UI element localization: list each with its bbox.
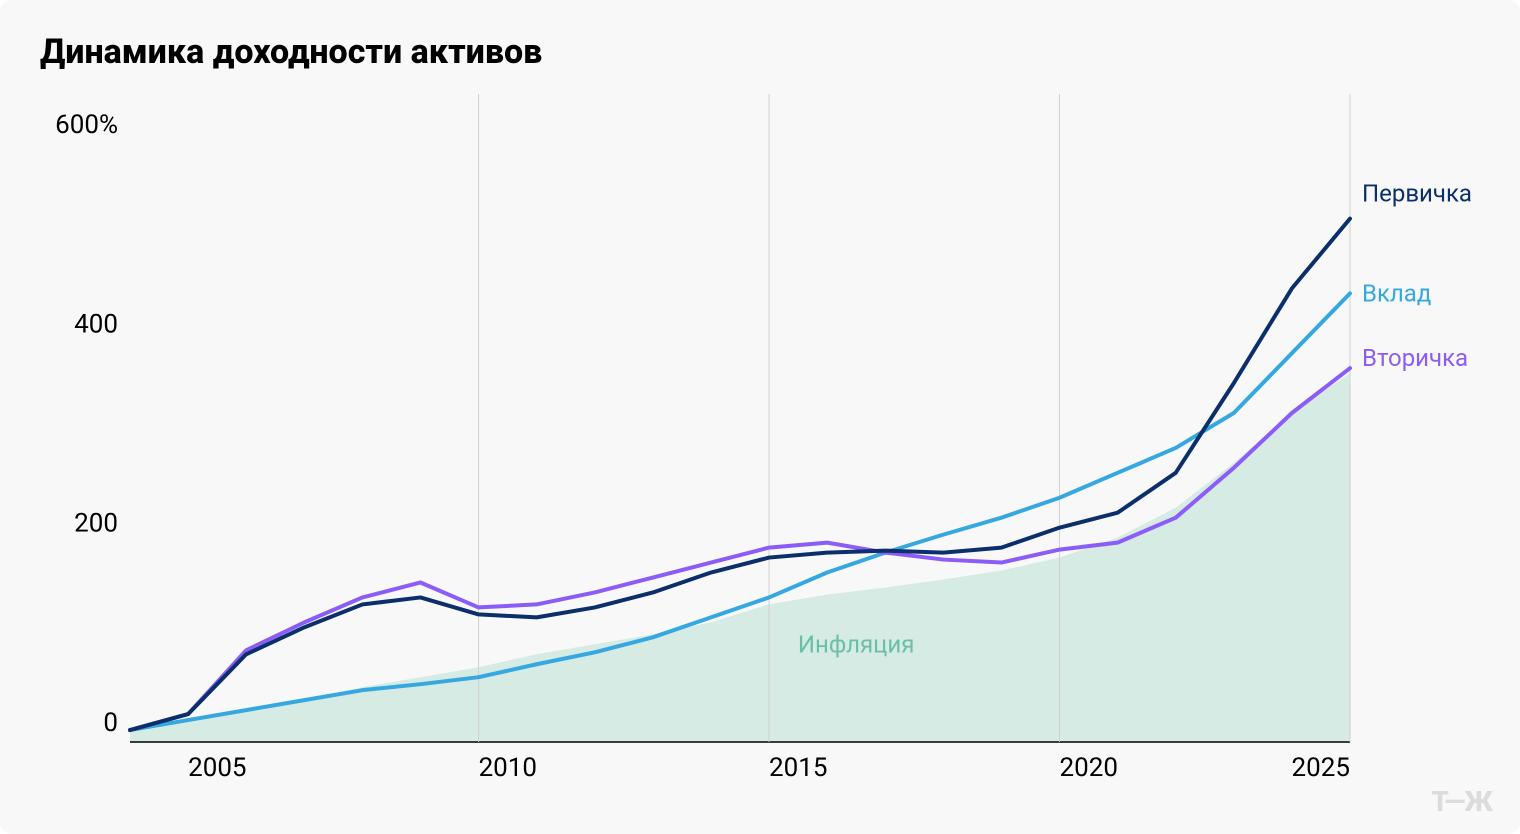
area-inflation <box>130 373 1350 742</box>
x-tick-label: 2020 <box>1060 753 1118 783</box>
area-label-inflation: Инфляция <box>798 630 915 658</box>
chart-title: Динамика доходности активов <box>40 32 1480 72</box>
x-tick-label: 2015 <box>769 753 827 783</box>
plot-area: 0 200 400 600% 2005 2010 2015 2020 2025 Вклад Втор… <box>40 80 1480 792</box>
x-tick-label: 2005 <box>188 753 246 783</box>
series-label-Вклад: Вклад <box>1362 279 1431 307</box>
series-label-Вторичка: Вторичка <box>1362 344 1468 372</box>
y-tick-label: 400 <box>74 309 118 339</box>
plot-svg: 0 200 400 600% 2005 2010 2015 2020 2025 Вклад Втор… <box>40 80 1480 792</box>
x-tick-label: 2010 <box>479 753 537 783</box>
y-tick-label: 0 <box>103 708 118 738</box>
series-label-Первичка: Первичка <box>1362 180 1472 208</box>
y-tick-label: 600% <box>55 110 118 140</box>
y-tick-label: 200 <box>74 509 118 539</box>
chart-container: Динамика доходности активов 0 200 400 600% 2… <box>0 0 1520 834</box>
x-tick-label: 2025 <box>1292 753 1350 783</box>
watermark: Т—Ж <box>1431 785 1492 818</box>
